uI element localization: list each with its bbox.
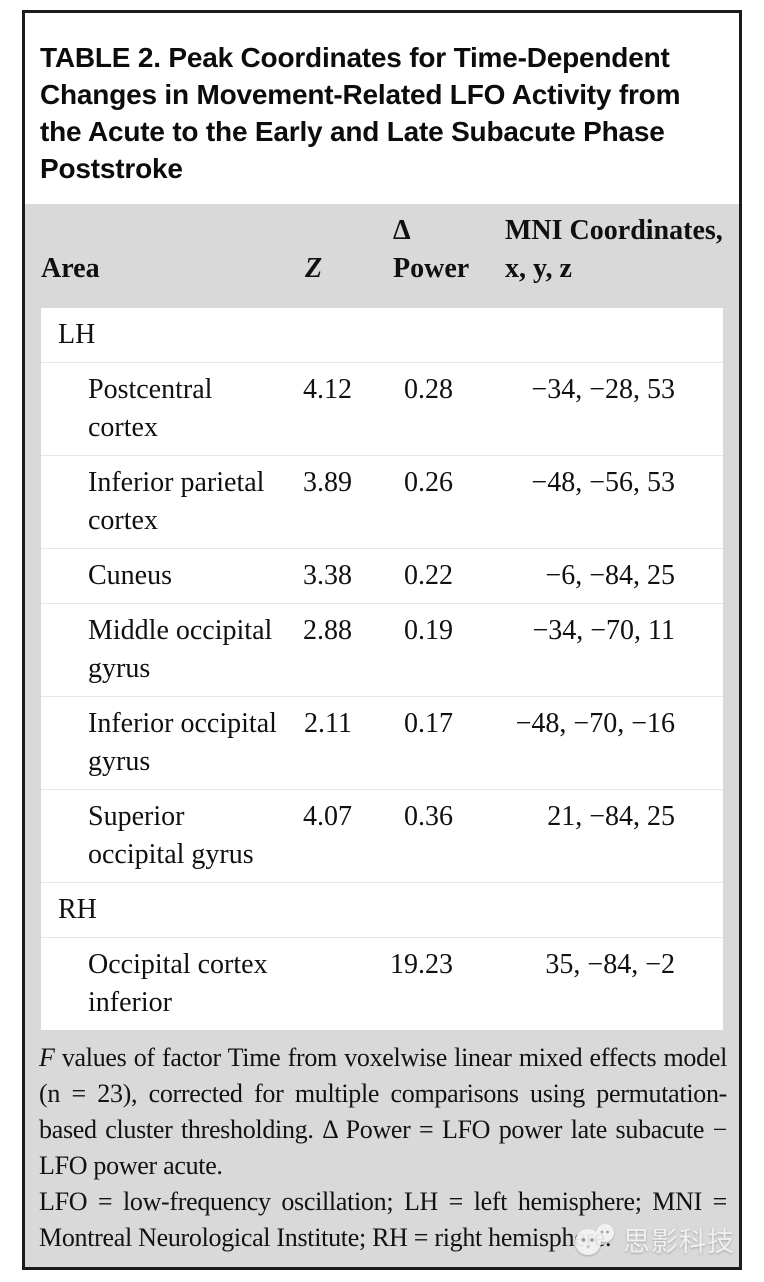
section-label: LH [58, 319, 96, 350]
table-row: Cuneus 3.38 0.22 −6, −84, 25 [41, 549, 723, 604]
delta-power-cell: 0.36 [404, 801, 453, 832]
area-cell: Cuneus [88, 560, 172, 591]
table-row: Occipital cortex inferior 19.23 35, −84,… [41, 938, 723, 1030]
mni-cell: −48, −56, 53 [531, 467, 675, 498]
delta-power-cell: 0.19 [404, 615, 453, 646]
delta-power-cell: 0.22 [404, 560, 453, 591]
z-cell: 2.88 [303, 615, 352, 646]
footnote-statistics: F values of factor Time from voxelwise l… [39, 1043, 727, 1180]
mni-cell: 21, −84, 25 [547, 801, 675, 832]
mni-cell: −48, −70, −16 [515, 708, 675, 739]
table-header: Area Z Δ Power MNI Coordinates, x, y, z [25, 204, 739, 308]
area-cell: Occipital cortex inferior [88, 949, 268, 1018]
table-row: Inferior occipital gyrus 2.11 0.17 −48, … [41, 697, 723, 790]
table-row: Middle occipital gyrus 2.88 0.19 −34, −7… [41, 604, 723, 697]
delta-power-cell: 0.28 [404, 374, 453, 405]
footnote-abbreviations: LFO = low-frequency oscillation; LH = le… [39, 1187, 727, 1252]
table-row-section-lh: LH [41, 308, 723, 363]
table-row: Postcentral cortex 4.12 0.28 −34, −28, 5… [41, 363, 723, 456]
z-cell: 3.38 [303, 560, 352, 591]
z-cell: 4.07 [303, 801, 352, 832]
watermark-text: 思影科技 [623, 1227, 735, 1258]
column-header-area: Area [41, 253, 100, 284]
column-header-delta-power: Δ Power [366, 212, 486, 288]
delta-symbol: Δ [393, 215, 411, 246]
mni-cell: −34, −70, 11 [532, 615, 675, 646]
table-row-section-rh: RH [41, 883, 723, 938]
f-symbol: F [39, 1043, 55, 1072]
area-cell: Inferior parietal cortex [88, 467, 265, 536]
z-cell: 4.12 [303, 374, 352, 405]
column-header-mni: MNI Coordinates, x, y, z [505, 215, 723, 284]
table-card: TABLE 2. Peak Coordinates for Time-Depen… [22, 10, 742, 1270]
table-footnotes: F values of factor Time from voxelwise l… [25, 1030, 739, 1256]
mni-cell: −6, −84, 25 [545, 560, 675, 591]
watermark: 思影科技 [572, 1220, 735, 1259]
area-cell: Inferior occipital gyrus [88, 708, 277, 777]
chat-mascot-icon [575, 1223, 614, 1255]
mni-cell: 35, −84, −2 [545, 949, 675, 980]
area-cell: Superior occipital gyrus [88, 801, 254, 870]
column-header-z: Z [305, 253, 323, 284]
section-label: RH [58, 894, 97, 925]
table-panel: Area Z Δ Power MNI Coordinates, x, y, z … [25, 204, 739, 1267]
table-row: Inferior parietal cortex 3.89 0.26 −48, … [41, 456, 723, 549]
delta-power-cell: 19.23 [390, 949, 453, 980]
delta-power-cell: 0.26 [404, 467, 453, 498]
delta-power-cell: 0.17 [404, 708, 453, 739]
area-cell: Middle occipital gyrus [88, 615, 273, 684]
area-cell: Postcentral cortex [88, 374, 213, 443]
z-cell: 2.11 [304, 708, 352, 739]
table-body: LH Postcentral cortex 4.12 0.28 −34, −28… [41, 308, 723, 1030]
table-row: Superior occipital gyrus 4.07 0.36 21, −… [41, 790, 723, 883]
mni-cell: −34, −28, 53 [531, 374, 675, 405]
z-cell: 3.89 [303, 467, 352, 498]
table-title: TABLE 2. Peak Coordinates for Time-Depen… [25, 13, 739, 204]
